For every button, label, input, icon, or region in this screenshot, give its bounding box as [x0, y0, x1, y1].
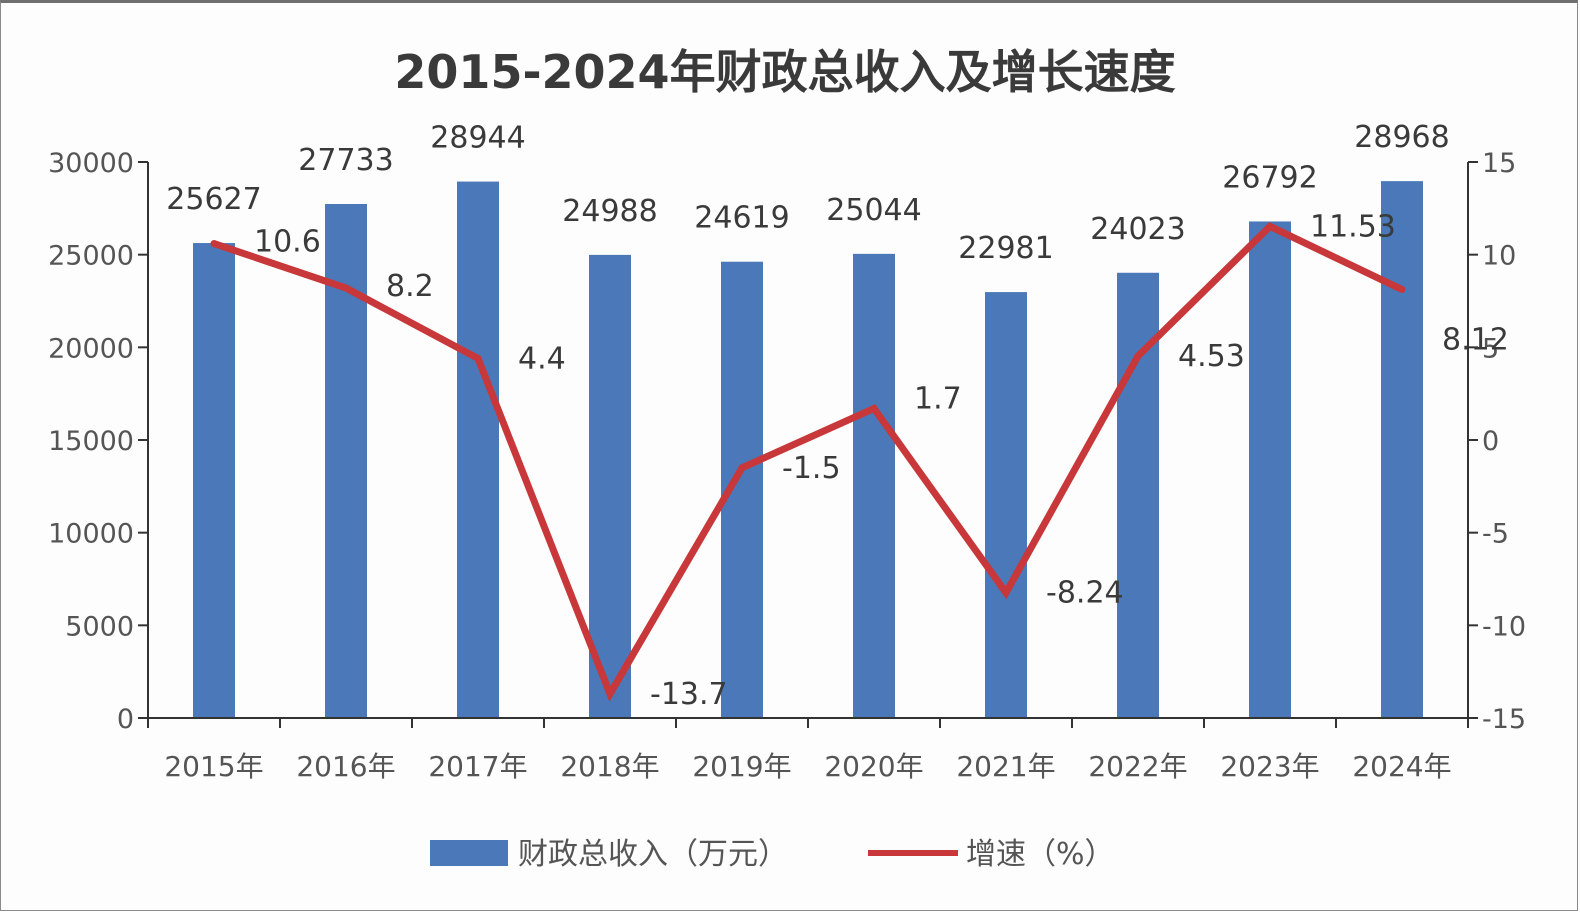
right-tick-label: 5 [1482, 333, 1499, 364]
bar-2017年 [457, 181, 499, 719]
legend: 财政总收入（万元） 增速（%） [430, 837, 1115, 872]
bar-value-label: 27733 [298, 143, 393, 178]
growth-line [212, 222, 1404, 702]
x-tick-label: 2024年 [1352, 750, 1451, 783]
data-labels: 25627 27733 28944 24988 24619 25044 22981 24023… [166, 120, 1509, 712]
line-value-label: 8.2 [386, 269, 434, 304]
line-series [210, 222, 1406, 702]
bar-2021年 [985, 292, 1027, 718]
growth-point-2019年 [738, 464, 746, 472]
bar-value-label: 22981 [958, 231, 1053, 266]
growth-point-2020年 [870, 404, 878, 412]
right-tick-label: -15 [1482, 704, 1526, 735]
x-tick-label: 2017年 [428, 750, 527, 783]
left-tick-label: 5000 [65, 611, 134, 642]
bar-2024年 [1381, 181, 1423, 718]
bar-2018年 [589, 254, 631, 718]
x-tick-label: 2020年 [824, 750, 923, 783]
line-value-label: 1.7 [914, 381, 962, 416]
growth-point-2018年 [606, 690, 614, 698]
bar-value-label: 24988 [562, 194, 657, 229]
legend-line-label: 增速（%） [966, 837, 1115, 872]
bar-value-label: 25627 [166, 182, 261, 217]
legend-bar-label: 财政总收入（万元） [518, 837, 788, 872]
right-tick-label: -5 [1482, 519, 1509, 550]
growth-point-2017年 [474, 354, 482, 362]
growth-point-2024年 [1398, 286, 1406, 294]
axes: 0 5000 10000 15000 20000 25000 30000 -15 -10 -5 0 5… [48, 148, 1526, 783]
line-value-label: 10.6 [254, 225, 321, 260]
growth-point-2021年 [1002, 589, 1010, 597]
bar-value-label: 24023 [1090, 212, 1185, 247]
right-tick-label: 0 [1482, 426, 1499, 457]
x-tick-label: 2023年 [1220, 750, 1319, 783]
x-tick-label: 2016年 [296, 750, 395, 783]
line-value-label: -8.24 [1046, 576, 1124, 611]
growth-point-2016年 [342, 284, 350, 292]
legend-bar-swatch [430, 840, 508, 866]
line-value-label: 4.53 [1178, 339, 1245, 374]
bar-2023年 [1249, 221, 1291, 718]
line-value-label: 11.53 [1310, 209, 1396, 244]
growth-point-2015年 [210, 240, 218, 248]
bar-2015年 [193, 243, 235, 718]
right-tick-label: -10 [1482, 611, 1526, 642]
x-tick-label: 2018年 [560, 750, 659, 783]
left-tick-label: 0 [117, 704, 134, 735]
x-tick-label: 2021年 [956, 750, 1055, 783]
line-value-label: 4.4 [518, 341, 566, 376]
bar-2020年 [853, 253, 895, 718]
left-tick-label: 10000 [48, 519, 134, 550]
bar-value-label: 28968 [1354, 120, 1449, 155]
left-tick-label: 25000 [48, 241, 134, 272]
right-tick-label: 10 [1482, 241, 1516, 272]
bar-value-label: 28944 [430, 121, 525, 156]
line-value-label: -1.5 [782, 451, 841, 486]
x-tick-label: 2015年 [164, 750, 263, 783]
chart-title: 2015-2024年财政总收入及增长速度 [394, 45, 1175, 99]
growth-point-2023年 [1266, 222, 1274, 230]
bar-series [193, 181, 1423, 719]
bar-value-label: 26792 [1222, 160, 1317, 195]
growth-point-2022年 [1134, 352, 1142, 360]
x-tick-label: 2022年 [1088, 750, 1187, 783]
bar-value-label: 25044 [826, 193, 921, 228]
bar-value-label: 24619 [694, 201, 789, 236]
right-tick-label: 15 [1482, 148, 1516, 179]
line-value-label: 8.12 [1442, 323, 1509, 358]
line-value-label: -13.7 [650, 677, 728, 712]
left-tick-label: 20000 [48, 333, 134, 364]
left-tick-label: 15000 [48, 426, 134, 457]
x-tick-label: 2019年 [692, 750, 791, 783]
left-tick-label: 30000 [48, 148, 134, 179]
